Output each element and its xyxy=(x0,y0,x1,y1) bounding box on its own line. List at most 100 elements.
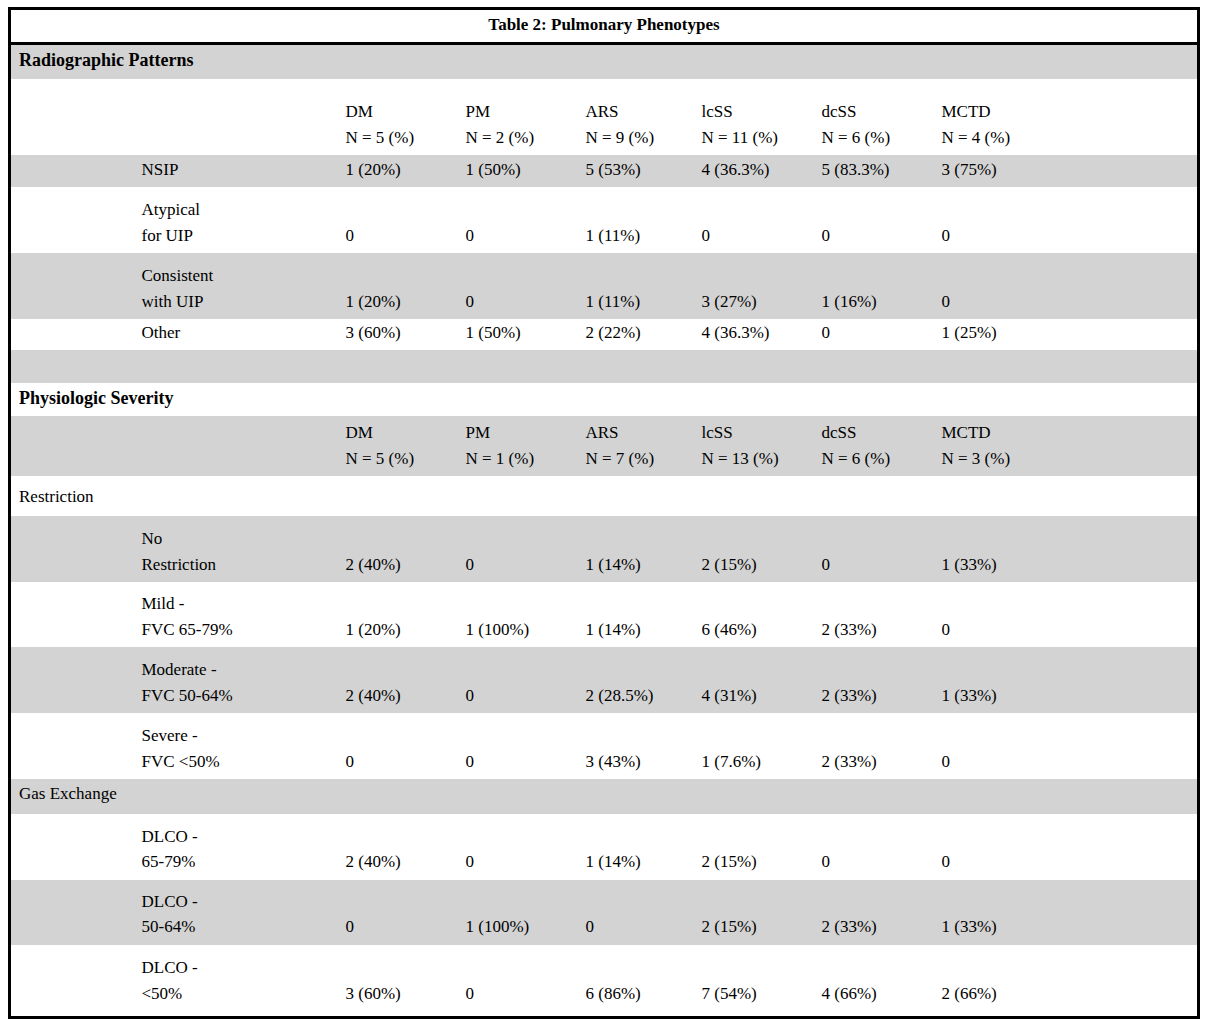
section-row-radiographic: Radiographic Patterns xyxy=(10,43,1199,79)
empty-cell xyxy=(10,155,140,187)
value-cell: 0 xyxy=(940,713,1199,779)
value-cell: 1 (100%) xyxy=(464,880,584,945)
value-cell: 1 (33%) xyxy=(940,647,1199,713)
value-cell: 1 (11%) xyxy=(584,187,700,253)
value-cell: 3 (43%) xyxy=(584,713,700,779)
table-row-consistent-uip: Consistent with UIP 1 (20%) 0 1 (11%) 3 … xyxy=(10,253,1199,319)
value-cell: 0 xyxy=(464,945,584,1018)
group-row-restriction: Restriction xyxy=(10,476,1199,516)
value-cell: 1 (20%) xyxy=(344,582,464,647)
value-cell: 2 (15%) xyxy=(700,516,820,582)
column-header-mctd: MCTD N = 3 (%) xyxy=(940,416,1199,476)
value-cell: 0 xyxy=(940,187,1199,253)
value-cell: 2 (15%) xyxy=(700,880,820,945)
value-cell: 1 (14%) xyxy=(584,582,700,647)
value-cell: 0 xyxy=(464,253,584,319)
spacer-row xyxy=(10,350,1199,383)
empty-cell xyxy=(10,79,140,155)
value-cell: 0 xyxy=(820,187,940,253)
row-label: DLCO - 65-79% xyxy=(140,814,344,880)
value-cell: 1 (11%) xyxy=(584,253,700,319)
group-row-gas-exchange: Gas Exchange xyxy=(10,779,1199,814)
column-header-dcss: dcSS N = 6 (%) xyxy=(820,416,940,476)
empty-cell xyxy=(140,79,344,155)
column-header-ars: ARS N = 7 (%) xyxy=(584,416,700,476)
value-cell: 6 (86%) xyxy=(584,945,700,1018)
row-label: Atypical for UIP xyxy=(140,187,344,253)
group-label-gas-exchange: Gas Exchange xyxy=(10,779,1199,814)
value-cell: 0 xyxy=(464,516,584,582)
empty-cell xyxy=(10,319,140,350)
row-label: Other xyxy=(140,319,344,350)
value-cell: 1 (50%) xyxy=(464,319,584,350)
value-cell: 0 xyxy=(464,187,584,253)
value-cell: 2 (22%) xyxy=(584,319,700,350)
table-row-dlco-below-50: DLCO - <50% 3 (60%) 0 6 (86%) 7 (54%) 4 … xyxy=(10,945,1199,1018)
column-header-mctd: MCTD N = 4 (%) xyxy=(940,79,1199,155)
value-cell: 1 (7.6%) xyxy=(700,713,820,779)
table-row-dlco-65-79: DLCO - 65-79% 2 (40%) 0 1 (14%) 2 (15%) … xyxy=(10,814,1199,880)
section-heading-radiographic: Radiographic Patterns xyxy=(10,43,1199,79)
value-cell: 0 xyxy=(820,516,940,582)
column-header-pm: PM N = 1 (%) xyxy=(464,416,584,476)
section-heading-physiologic: Physiologic Severity xyxy=(10,383,1199,416)
column-header-pm: PM N = 2 (%) xyxy=(464,79,584,155)
column-header-dcss: dcSS N = 6 (%) xyxy=(820,79,940,155)
table-row-dlco-50-64: DLCO - 50-64% 0 1 (100%) 0 2 (15%) 2 (33… xyxy=(10,880,1199,945)
value-cell: 1 (16%) xyxy=(820,253,940,319)
table-row-no-restriction: No Restriction 2 (40%) 0 1 (14%) 2 (15%)… xyxy=(10,516,1199,582)
row-label: DLCO - 50-64% xyxy=(140,880,344,945)
value-cell: 2 (15%) xyxy=(700,814,820,880)
value-cell: 2 (33%) xyxy=(820,647,940,713)
empty-cell xyxy=(10,713,140,779)
value-cell: 2 (33%) xyxy=(820,582,940,647)
column-header-lcss: lcSS N = 11 (%) xyxy=(700,79,820,155)
empty-cell xyxy=(10,187,140,253)
table-row-other: Other 3 (60%) 1 (50%) 2 (22%) 4 (36.3%) … xyxy=(10,319,1199,350)
table-title: Table 2: Pulmonary Phenotypes xyxy=(10,9,1199,44)
empty-cell xyxy=(10,416,140,476)
value-cell: 0 xyxy=(940,814,1199,880)
value-cell: 4 (36.3%) xyxy=(700,319,820,350)
empty-cell xyxy=(10,582,140,647)
column-header-lcss: lcSS N = 13 (%) xyxy=(700,416,820,476)
empty-cell xyxy=(10,647,140,713)
column-header-row-radiographic: DM N = 5 (%) PM N = 2 (%) ARS N = 9 (%) … xyxy=(10,79,1199,155)
value-cell: 3 (27%) xyxy=(700,253,820,319)
empty-cell xyxy=(10,253,140,319)
table-row-nsip: NSIP 1 (20%) 1 (50%) 5 (53%) 4 (36.3%) 5… xyxy=(10,155,1199,187)
row-label: Moderate - FVC 50-64% xyxy=(140,647,344,713)
row-label: Mild - FVC 65-79% xyxy=(140,582,344,647)
value-cell: 4 (36.3%) xyxy=(700,155,820,187)
section-row-physiologic: Physiologic Severity xyxy=(10,383,1199,416)
group-label-restriction: Restriction xyxy=(10,476,1199,516)
column-header-ars: ARS N = 9 (%) xyxy=(584,79,700,155)
value-cell: 0 xyxy=(344,187,464,253)
value-cell: 4 (31%) xyxy=(700,647,820,713)
value-cell: 1 (33%) xyxy=(940,880,1199,945)
value-cell: 0 xyxy=(940,582,1199,647)
value-cell: 6 (46%) xyxy=(700,582,820,647)
value-cell: 5 (83.3%) xyxy=(820,155,940,187)
empty-cell xyxy=(140,416,344,476)
value-cell: 4 (66%) xyxy=(820,945,940,1018)
row-label: Consistent with UIP xyxy=(140,253,344,319)
value-cell: 5 (53%) xyxy=(584,155,700,187)
value-cell: 1 (100%) xyxy=(464,582,584,647)
value-cell: 3 (60%) xyxy=(344,945,464,1018)
empty-cell xyxy=(10,516,140,582)
row-label: NSIP xyxy=(140,155,344,187)
value-cell: 7 (54%) xyxy=(700,945,820,1018)
value-cell: 0 xyxy=(700,187,820,253)
value-cell: 3 (60%) xyxy=(344,319,464,350)
value-cell: 0 xyxy=(464,647,584,713)
title-row: Table 2: Pulmonary Phenotypes xyxy=(10,9,1199,44)
value-cell: 2 (33%) xyxy=(820,713,940,779)
value-cell: 0 xyxy=(344,880,464,945)
row-label: DLCO - <50% xyxy=(140,945,344,1018)
value-cell: 1 (25%) xyxy=(940,319,1199,350)
value-cell: 0 xyxy=(940,253,1199,319)
value-cell: 3 (75%) xyxy=(940,155,1199,187)
column-header-dm: DM N = 5 (%) xyxy=(344,416,464,476)
column-header-dm: DM N = 5 (%) xyxy=(344,79,464,155)
